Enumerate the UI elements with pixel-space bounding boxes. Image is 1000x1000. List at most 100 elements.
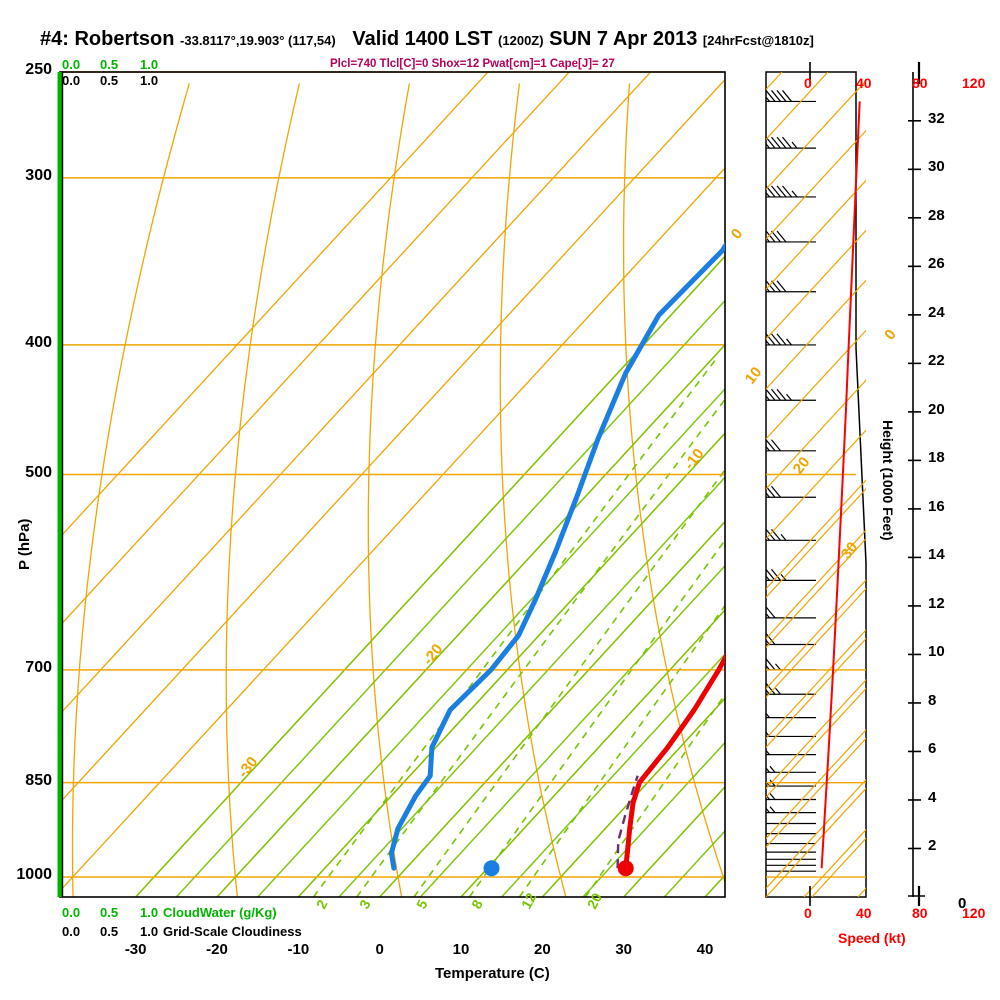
parcel-trace bbox=[616, 775, 639, 869]
temperature-tick-40: 40 bbox=[696, 941, 714, 958]
skewt-background-grid bbox=[60, 72, 725, 897]
title-valid-z: (1200Z) bbox=[498, 33, 544, 48]
wind-barb bbox=[766, 569, 816, 581]
surface-markers bbox=[483, 860, 634, 877]
surface-temperature-dot bbox=[617, 860, 634, 877]
wind-barb bbox=[766, 333, 816, 346]
title-forecast: [24hrFcst@1810z] bbox=[702, 33, 814, 48]
svg-text:2: 2 bbox=[313, 897, 331, 912]
pressure-tick-250: 250 bbox=[25, 61, 52, 78]
temperature-axis-label: Temperature (C) bbox=[435, 965, 550, 982]
pressure-tick-500: 500 bbox=[25, 463, 52, 481]
sounding-traces bbox=[388, 241, 725, 877]
pressure-axis-label: P (hPa) bbox=[16, 518, 33, 570]
wind-barb bbox=[766, 90, 816, 103]
speed-tick-top-120: 120 bbox=[962, 75, 986, 91]
pressure-tick-850: 850 bbox=[25, 771, 52, 789]
cloudiness-tick-bottom-1: 0.5 bbox=[100, 924, 119, 939]
cloudiness-tick-bottom-2: 1.0 bbox=[140, 924, 159, 939]
wind-barb bbox=[766, 851, 816, 853]
page-title: #4: Robertson -33.8117°,19.903° (117,54)… bbox=[40, 28, 814, 51]
speed-tick-bottom-120: 120 bbox=[962, 905, 986, 921]
wind-barb bbox=[766, 606, 816, 619]
height-tick-2: 2 bbox=[928, 837, 937, 855]
stability-indices: Plcl=740 Tlcl[C]=0 Shox=12 Pwat[cm]=1 Ca… bbox=[330, 58, 615, 70]
wind-barb bbox=[766, 185, 816, 198]
wind-barb bbox=[766, 712, 816, 719]
speed-axis-label: Speed (kt) bbox=[838, 930, 906, 946]
temperature-tick-0: 0 bbox=[375, 941, 384, 958]
mixing-ratio-labels: 2 3 5 8 12 20 bbox=[313, 890, 605, 911]
cloudwater-tick-top-1: 0.5 bbox=[100, 57, 119, 72]
height-tick-20: 20 bbox=[928, 400, 945, 418]
wind-barb bbox=[766, 682, 816, 695]
speed-tick-top-40: 40 bbox=[856, 75, 872, 91]
speed-tick-bottom-0: 0 bbox=[804, 905, 812, 921]
pressure-tick-400: 400 bbox=[25, 333, 52, 351]
svg-text:20: 20 bbox=[584, 890, 606, 911]
isotherm-lines bbox=[60, 72, 725, 897]
svg-text:5: 5 bbox=[413, 897, 431, 912]
svg-text:0: 0 bbox=[728, 225, 747, 242]
wind-barb bbox=[766, 822, 816, 825]
wind-barb bbox=[766, 136, 816, 149]
svg-text:3: 3 bbox=[356, 897, 374, 912]
wind-barb bbox=[766, 793, 816, 801]
cloudiness-tick-bottom-0: 0.0 bbox=[62, 924, 81, 939]
title-coords: -33.8117°,19.903° (117,54) bbox=[180, 33, 336, 48]
height-tick-24: 24 bbox=[928, 303, 945, 321]
wind-barb bbox=[766, 765, 816, 773]
height-profile-trace bbox=[820, 101, 861, 869]
wind-barb bbox=[766, 833, 816, 835]
wind-barb bbox=[766, 485, 816, 498]
cloudiness-label: Grid-Scale Cloudiness bbox=[163, 924, 302, 939]
temperature-tick-30: 30 bbox=[615, 941, 632, 958]
height-panel bbox=[809, 62, 925, 906]
wind-barbs bbox=[766, 90, 816, 872]
svg-text:-20: -20 bbox=[420, 641, 447, 669]
cloudiness-tick-top-1: 0.5 bbox=[100, 73, 119, 88]
cloudwater-label: CloudWater (g/Kg) bbox=[163, 905, 277, 920]
cloudiness-tick-top-2: 1.0 bbox=[140, 73, 159, 88]
wind-barb bbox=[766, 230, 816, 243]
wind-barb bbox=[766, 280, 816, 293]
wind-barb bbox=[766, 731, 816, 738]
height-tick-28: 28 bbox=[928, 206, 945, 224]
height-ticks bbox=[908, 120, 921, 850]
temperature-trace bbox=[623, 653, 725, 871]
title-date: SUN 7 Apr 2013 bbox=[549, 28, 698, 50]
mixing-ratio-lines bbox=[135, 255, 725, 897]
svg-text:0: 0 bbox=[881, 326, 900, 343]
height-tick-12: 12 bbox=[928, 594, 945, 612]
height-tick-4: 4 bbox=[928, 788, 937, 806]
svg-text:30: 30 bbox=[838, 539, 862, 563]
wind-barb bbox=[766, 864, 816, 866]
svg-text:-10: -10 bbox=[681, 445, 708, 473]
title-valid: Valid 1400 LST bbox=[352, 28, 493, 50]
svg-text:10: 10 bbox=[742, 364, 766, 388]
dry-adiabat-lines bbox=[71, 83, 725, 897]
svg-text:20: 20 bbox=[790, 454, 814, 478]
plot-frame bbox=[59, 71, 726, 898]
title-station-id: #4: bbox=[40, 28, 69, 50]
cloudwater-tick-bottom-0: 0.0 bbox=[62, 905, 81, 920]
height-tick-8: 8 bbox=[928, 691, 937, 709]
temperature-tick--20: -20 bbox=[206, 941, 228, 958]
height-tick-32: 32 bbox=[928, 109, 945, 127]
height-tick-6: 6 bbox=[928, 740, 937, 758]
temperature-tick--10: -10 bbox=[287, 941, 310, 958]
height-tick-16: 16 bbox=[928, 497, 945, 515]
wind-barb bbox=[766, 528, 816, 541]
height-zero-label: 0 bbox=[958, 895, 967, 912]
height-axis-label: Height (1000 Feet) bbox=[880, 420, 896, 541]
wind-barb bbox=[766, 749, 816, 756]
surface-dewpoint-dot bbox=[483, 860, 500, 877]
pressure-tick-1000: 1000 bbox=[16, 866, 52, 884]
temperature-tick-20: 20 bbox=[533, 941, 551, 958]
svg-text:8: 8 bbox=[468, 897, 486, 912]
height-tick-30: 30 bbox=[928, 158, 945, 176]
wind-barb bbox=[766, 439, 816, 452]
wind-panel-isotherms bbox=[766, 72, 866, 897]
